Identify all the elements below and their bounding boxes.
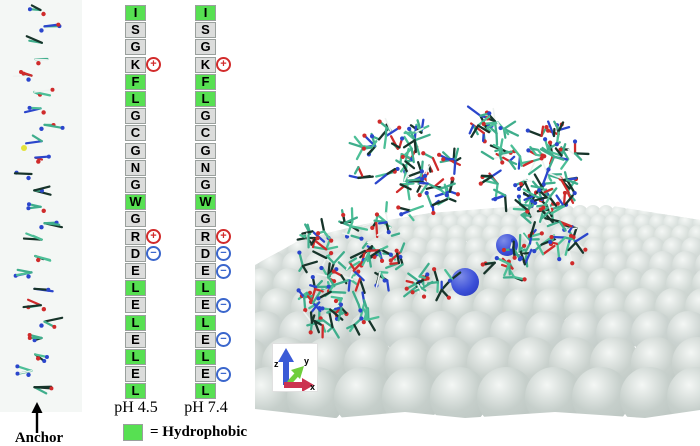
charge-minus-badge: − <box>216 366 231 382</box>
axis-x-label: x <box>310 382 315 391</box>
charge-plus-badge: + <box>216 229 231 245</box>
residue-cell: E <box>125 263 146 279</box>
residue-cell: E <box>195 366 216 383</box>
residue-cell: G <box>195 108 216 125</box>
residue-cell: L <box>195 349 216 365</box>
residue-cell: C <box>195 125 216 142</box>
hydrophobic-swatch <box>123 424 143 441</box>
residue-cell: E <box>195 263 216 279</box>
residue-cell: R <box>125 228 146 245</box>
residue-cell: K <box>195 56 216 73</box>
axis-z-label: z <box>274 359 279 369</box>
residue-cell: G <box>125 39 146 56</box>
residue-cell: E <box>125 331 146 348</box>
residue-cell: G <box>195 142 216 159</box>
residue-cell: L <box>125 91 146 107</box>
charge-minus-badge: − <box>146 246 161 262</box>
charge-plus-badge: + <box>216 57 231 73</box>
residue-cell: G <box>125 142 146 159</box>
surface-sphere <box>695 251 700 281</box>
residue-cell: I <box>195 5 216 21</box>
residue-cell: W <box>125 194 146 211</box>
surface-sphere <box>692 268 700 302</box>
charge-plus-badge: + <box>146 229 161 245</box>
charge-plus-badge: + <box>146 57 161 73</box>
peptide-strip-panel <box>0 0 82 412</box>
residue-cell: E <box>125 297 146 314</box>
residue-cell: G <box>125 211 146 228</box>
charge-minus-badge: − <box>216 332 231 348</box>
residue-cell: G <box>125 177 146 193</box>
charge-minus-badge: − <box>216 246 231 262</box>
residue-cell: D <box>195 245 216 262</box>
charge-minus-badge: − <box>216 263 231 279</box>
residue-cell: K <box>125 56 146 73</box>
axis-gizmo: z y x <box>272 343 318 392</box>
residue-cell: C <box>125 125 146 142</box>
residue-cell: L <box>195 383 216 400</box>
residue-cell: I <box>125 5 146 21</box>
residue-cell: E <box>195 297 216 314</box>
residue-cell: S <box>125 22 146 39</box>
axis-arrows-icon: z y x <box>274 348 315 392</box>
residue-cell: G <box>195 211 216 228</box>
residue-cell: S <box>195 22 216 39</box>
anchor-label: Anchor <box>14 430 64 446</box>
surface-sphere <box>688 224 700 247</box>
residue-cell: L <box>125 383 146 400</box>
ph-label-74: pH 7.4 <box>184 399 228 416</box>
residue-cell: N <box>125 159 146 176</box>
residue-cell: G <box>125 108 146 125</box>
residue-cell: L <box>195 280 216 297</box>
residue-cell: N <box>195 159 216 176</box>
charge-minus-badge: − <box>216 297 231 313</box>
residue-cell: F <box>125 73 146 90</box>
ph-label-45: pH 4.5 <box>114 399 158 416</box>
legend-text: = Hydrophobic <box>150 424 248 440</box>
residue-cell: G <box>195 39 216 56</box>
residue-cell: L <box>125 349 146 365</box>
peptide-chain-graphic <box>12 4 65 395</box>
residue-cell: W <box>195 194 216 211</box>
residue-cell: E <box>195 331 216 348</box>
residue-cell: L <box>125 280 146 297</box>
residue-cell: L <box>125 314 146 331</box>
residue-cell: D <box>125 245 146 262</box>
surface-sphere <box>231 205 247 222</box>
adsorbed-peptides-graphic <box>296 105 590 339</box>
residue-cell: E <box>125 366 146 383</box>
residue-cell: R <box>195 228 216 245</box>
residue-cell: L <box>195 91 216 107</box>
residue-cell: G <box>195 177 216 193</box>
anchor-arrow-icon <box>31 402 43 433</box>
axis-y-label: y <box>304 356 309 366</box>
residue-cell: F <box>195 73 216 90</box>
blue-ion-sphere-large <box>451 268 479 296</box>
surface-sphere <box>692 214 700 233</box>
residue-cell: L <box>195 314 216 331</box>
